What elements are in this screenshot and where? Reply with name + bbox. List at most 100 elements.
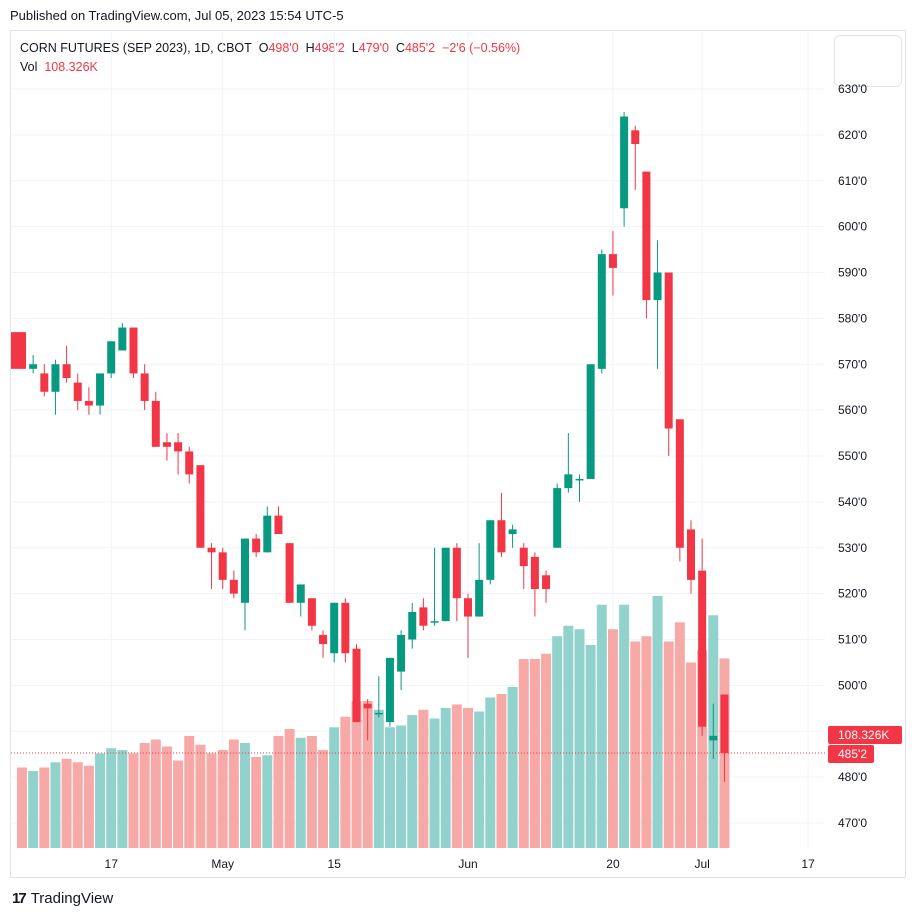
candle-body [319, 634, 328, 645]
candle-body [62, 364, 71, 379]
candle-body [29, 364, 38, 369]
x-tick-label: May [211, 857, 234, 871]
chart-corner-panel[interactable] [834, 35, 902, 87]
volume-bar [674, 622, 685, 848]
volume-bar [496, 694, 507, 848]
volume-bar [173, 760, 184, 848]
volume-bar [117, 750, 128, 848]
volume-bar [630, 641, 641, 848]
y-tick-label: 480'0 [838, 770, 867, 784]
y-tick-label: 470'0 [838, 816, 867, 830]
volume-bar [17, 767, 27, 848]
candle-body [675, 419, 684, 548]
volume-bar [463, 708, 473, 848]
candle-body [11, 332, 26, 369]
candle-body [274, 515, 283, 534]
volume-tag-label: 108.326K [838, 728, 889, 742]
candle-body [51, 364, 60, 392]
volume-bar [306, 736, 317, 848]
candle-body [597, 254, 606, 369]
y-tick-label: 590'0 [838, 266, 867, 280]
change-value: −2'6 (−0.56%) [442, 41, 521, 55]
candle-body [720, 694, 729, 754]
tradingview-logo[interactable]: 17 TradingView [12, 890, 113, 907]
candle-body [530, 556, 539, 590]
tradingview-logo-mark: 17 [12, 890, 27, 907]
close-label: C [395, 41, 405, 55]
candle-body [419, 607, 428, 626]
volume-bar [619, 604, 630, 848]
volume-bar [663, 641, 674, 848]
volume-bar [39, 767, 50, 848]
x-tick-label: 15 [328, 857, 342, 871]
chart-frame[interactable] [10, 30, 906, 878]
volume-bar [195, 744, 206, 848]
candle-body [664, 272, 673, 429]
candle-body [73, 382, 82, 401]
candle-body [263, 515, 272, 553]
candle-body [608, 254, 617, 268]
candle-body [174, 442, 183, 452]
candle-body [252, 538, 261, 553]
close-value: 485'2 [404, 41, 436, 55]
volume-bar [50, 762, 61, 848]
high-value: 498'2 [314, 41, 345, 55]
open-label: O [258, 41, 269, 55]
volume-bar [585, 645, 596, 848]
candle-body [129, 327, 138, 374]
volume-bar [552, 636, 563, 848]
candle-body [397, 634, 406, 672]
y-tick-label: 630'0 [838, 82, 867, 96]
volume-bar [72, 762, 83, 848]
y-tick-label: 540'0 [838, 495, 867, 509]
candle-body [642, 171, 651, 301]
candle-body [709, 735, 718, 741]
high-label: H [305, 41, 315, 55]
volume-bar [61, 758, 72, 848]
candle-body [218, 552, 227, 580]
x-tick-label: Jun [458, 857, 477, 871]
volume-bar [474, 711, 485, 848]
y-tick-label: 610'0 [838, 174, 867, 188]
candle-body [464, 598, 472, 617]
volume-bar [529, 659, 540, 848]
volume-bar [396, 725, 407, 848]
y-tick-label: 510'0 [838, 633, 867, 647]
volume-tag [828, 726, 902, 744]
volume-bar [217, 750, 228, 848]
candle-body [620, 116, 629, 209]
candle-body [229, 579, 238, 594]
volume-bar [596, 604, 607, 848]
volume-bar [607, 629, 618, 848]
candle-body [307, 598, 316, 626]
price-tag [828, 745, 874, 763]
candle-body [452, 547, 461, 599]
candle-body [508, 529, 517, 534]
volume-bar [574, 629, 585, 848]
volume-bar [541, 653, 552, 848]
candle-body [118, 327, 127, 351]
candle-body [107, 341, 116, 374]
volume-bar [139, 743, 150, 848]
candle-body [575, 478, 584, 481]
volume-bar [262, 755, 273, 848]
volume-bar [284, 729, 295, 848]
candle-body [296, 584, 305, 603]
volume-bar [251, 757, 262, 848]
candle-body [140, 373, 149, 401]
x-tick-label: 20 [606, 857, 620, 871]
candle-body [475, 579, 484, 617]
volume-bar [340, 716, 351, 848]
volume-bar [563, 625, 574, 848]
x-tick-label: Jul [694, 857, 709, 871]
volume-bar [418, 709, 429, 848]
candle-body [241, 538, 249, 603]
volume-bar [518, 659, 529, 848]
candle-body [698, 570, 707, 727]
candle-body [497, 520, 506, 553]
candle-body [586, 364, 595, 479]
volume-bar [507, 687, 518, 848]
volume-bar [206, 753, 217, 848]
volume-bar [652, 596, 663, 848]
volume-bar [150, 739, 161, 848]
